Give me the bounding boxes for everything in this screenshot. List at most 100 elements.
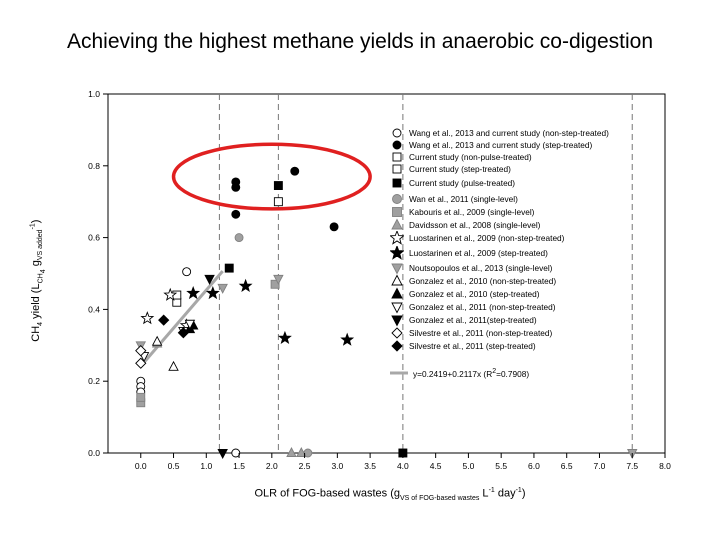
legend-item: Current study (step-treated) xyxy=(390,163,511,175)
y-tick-label: 0.2 xyxy=(88,376,100,386)
x-tick-label: 5.5 xyxy=(495,461,507,471)
legend-label: Gonzalez et al., 2011(step-treated) xyxy=(409,315,537,325)
y-axis-label: CH4 yield (LCH4 gVS added-1) xyxy=(29,219,47,342)
data-point xyxy=(163,287,178,301)
x-tick-label: 2.0 xyxy=(266,461,278,471)
data-point xyxy=(273,181,283,190)
y-tick-label: 1.0 xyxy=(88,89,100,99)
legend-item: Current study (pulse-treated) xyxy=(390,177,515,189)
legend-marker xyxy=(392,207,402,217)
data-point xyxy=(231,448,241,458)
legend-label: Gonzalez et al., 2010 (step-treated) xyxy=(409,289,540,299)
x-tick-label: 6.0 xyxy=(528,461,540,471)
legend-item: Kabouris et al., 2009 (single-level) xyxy=(390,206,534,218)
y-tick-label: 0.0 xyxy=(88,448,100,458)
regression-line xyxy=(139,270,224,368)
data-point xyxy=(205,285,220,300)
y-tick-label: 0.4 xyxy=(88,304,100,314)
legend-line-swatch xyxy=(390,371,408,375)
data-point xyxy=(231,209,241,219)
plot-area-border xyxy=(107,93,666,454)
data-point xyxy=(135,345,147,357)
legend-label: Wan et al., 2011 (single-level) xyxy=(409,194,518,204)
legend-marker xyxy=(391,218,403,230)
data-point xyxy=(177,327,189,339)
x-tick-label: 4.0 xyxy=(397,461,409,471)
legend-marker xyxy=(392,194,402,204)
data-point xyxy=(231,182,241,192)
y-axis-ticks: 0.0 0.2 0.4 0.6 0.8 1.0 xyxy=(88,89,108,458)
legend-item: Luostarinen et al., 2009 (step-treated) xyxy=(390,246,548,260)
y-tick-label: 0.8 xyxy=(88,161,100,171)
x-tick-label: 3.5 xyxy=(364,461,376,471)
legend-marker xyxy=(392,128,402,138)
legend-label: Current study (step-treated) xyxy=(409,164,511,174)
data-point xyxy=(217,449,228,459)
data-point xyxy=(182,267,192,277)
legend-item: Davidsson et al., 2008 (single-level) xyxy=(390,218,541,231)
data-point xyxy=(273,197,283,207)
plot-frame xyxy=(107,93,666,454)
x-tick-label: 7.0 xyxy=(594,461,606,471)
legend-label: Luostarinen et al., 2009 (non-step-treat… xyxy=(409,233,565,243)
legend-label: Silvestre et al., 2011 (step-treated) xyxy=(409,341,536,351)
legend-item: Luostarinen et al., 2009 (non-step-treat… xyxy=(390,231,565,245)
legend-label: Davidsson et al., 2008 (single-level) xyxy=(409,220,541,230)
legend-label: Current study (non-pulse-treated) xyxy=(409,152,532,162)
legend-item-regression: y=0.2419+0.2117x (R2=0.7908) xyxy=(390,367,529,379)
legend-item: Current study (non-pulse-treated) xyxy=(390,151,532,163)
legend-marker xyxy=(391,263,403,275)
data-point xyxy=(234,233,244,243)
x-axis-label: OLR of FOG-based wastes (gVS of FOG-base… xyxy=(254,487,526,502)
legend-item: Gonzalez et al., 2010 (non-step-treated) xyxy=(390,274,557,287)
x-tick-label: 4.5 xyxy=(430,461,442,471)
data-point xyxy=(151,335,163,346)
legend-marker xyxy=(392,152,402,162)
data-point xyxy=(168,360,179,371)
x-tick-label: 0.5 xyxy=(168,461,180,471)
legend-item: Silvestre et al., 2011 (non-step-treated… xyxy=(390,327,552,339)
legend-marker xyxy=(390,231,404,245)
data-point xyxy=(204,274,215,285)
legend-marker xyxy=(391,274,403,286)
x-tick-label: 1.5 xyxy=(233,461,245,471)
legend-label: Gonzalez et al., 2011 (non-step-treated) xyxy=(409,302,556,312)
x-tick-label: 7.5 xyxy=(626,461,638,471)
y-tick-label: 0.6 xyxy=(88,233,100,243)
legend-label: Noutsopoulos et al., 2013 (single-level) xyxy=(409,263,553,273)
legend-label: Luostarinen et al., 2009 (step-treated) xyxy=(409,248,548,258)
data-point xyxy=(340,332,355,346)
legend-label: y=0.2419+0.2117x (R2=0.7908) xyxy=(413,367,530,379)
highlight-ellipse-shape xyxy=(171,142,372,211)
data-point xyxy=(217,283,228,294)
data-point xyxy=(136,392,146,402)
x-tick-label: 5.0 xyxy=(462,461,474,471)
legend-item: Wang et al., 2013 and current study (ste… xyxy=(390,139,592,151)
x-tick-label: 6.5 xyxy=(561,461,573,471)
data-point xyxy=(135,357,147,369)
data-point xyxy=(184,319,196,330)
legend-item: Wang et al., 2013 and current study (non… xyxy=(390,127,609,139)
legend-item: Noutsopoulos et al., 2013 (single-level) xyxy=(390,262,553,275)
data-point xyxy=(273,274,284,285)
legend-item: Wan et al., 2011 (single-level) xyxy=(390,193,518,205)
legend-marker xyxy=(392,164,402,174)
legend-label: Current study (pulse-treated) xyxy=(409,178,516,188)
x-tick-label: 0.0 xyxy=(135,461,147,471)
data-point xyxy=(277,330,292,345)
data-point xyxy=(290,166,300,176)
legend-label: Wang et al., 2013 and current study (non… xyxy=(409,128,609,138)
highlight-ellipse xyxy=(171,142,372,211)
legend-label: Kabouris et al., 2009 (single-level) xyxy=(409,207,535,217)
x-tick-label: 1.0 xyxy=(200,461,212,471)
data-points xyxy=(135,166,638,459)
x-tick-label: 2.5 xyxy=(299,461,311,471)
regression-line-path xyxy=(139,270,224,368)
slide-title: Achieving the highest methane yields in … xyxy=(66,30,654,53)
data-point xyxy=(140,311,155,325)
legend-marker xyxy=(392,140,402,150)
legend-marker xyxy=(391,302,403,314)
legend-item: Gonzalez et al., 2011 (non-step-treated) xyxy=(390,301,556,314)
legend-label: Gonzalez et al., 2010 (non-step-treated) xyxy=(409,276,557,286)
